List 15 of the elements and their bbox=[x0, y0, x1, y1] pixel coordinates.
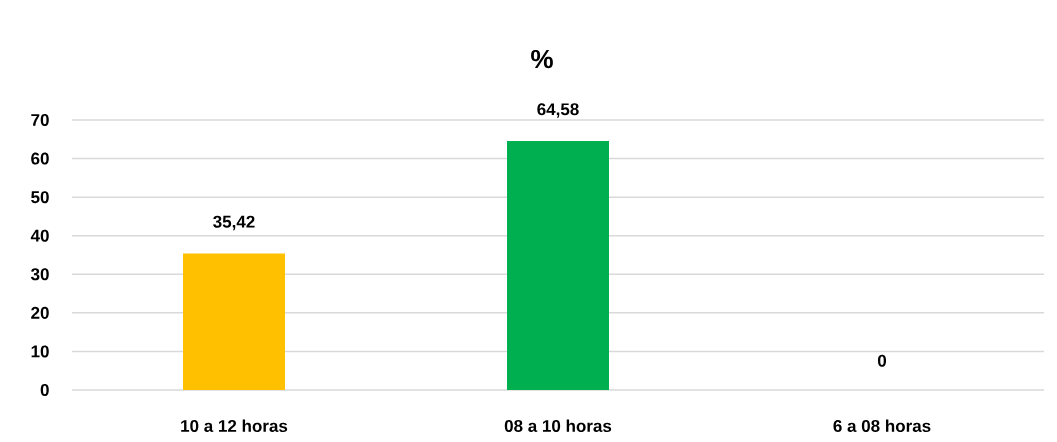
chart-title: % bbox=[531, 49, 553, 69]
x-tick-label: 10 a 12 horas bbox=[181, 419, 288, 433]
y-tick-label: 40 bbox=[30, 229, 49, 242]
data-label: 64,58 bbox=[537, 103, 579, 118]
x-tick-label: 08 a 10 horas bbox=[504, 419, 612, 433]
y-tick-label: 20 bbox=[31, 306, 49, 319]
y-tick-label: 0 bbox=[40, 383, 49, 397]
y-tick-label: 70 bbox=[31, 113, 49, 127]
y-tick-label: 60 bbox=[31, 152, 49, 165]
y-tick-label: 30 bbox=[30, 268, 49, 281]
y-tick-label: 50 bbox=[31, 191, 49, 204]
data-label: 35,42 bbox=[213, 215, 255, 231]
y-tick-label: 10 bbox=[31, 345, 49, 358]
x-tick-label: 6 a 08 horas bbox=[833, 419, 931, 433]
data-label: 0 bbox=[877, 354, 887, 367]
